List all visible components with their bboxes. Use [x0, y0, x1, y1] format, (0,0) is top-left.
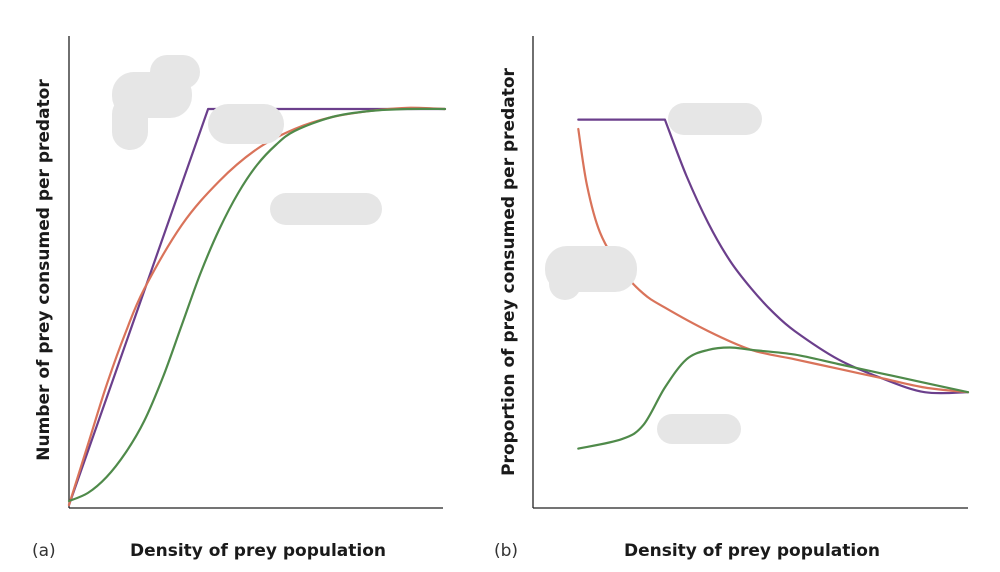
panel-a-redacted-label-type1 [112, 55, 200, 150]
panel-b-x-axis-label: Density of prey population [624, 541, 880, 561]
panel-a-y-axis-label: Number of prey consumed per predator [34, 79, 54, 461]
panel-a-x-axis-label: Density of prey population [130, 541, 386, 561]
panel-b-type-ii-curve [577, 127, 970, 394]
panel-a-label: (a) [32, 541, 56, 561]
panel-b-redacted-label-type1 [668, 103, 762, 135]
panel-b-type-iii-curve [577, 346, 970, 450]
panel-b-label: (b) [494, 541, 518, 561]
panel-b-type-i-curve [577, 118, 970, 395]
panel-b-redacted-label-type2 [545, 246, 637, 300]
panel-a-redacted-label-type2 [208, 104, 284, 144]
panel-a: Number of prey consumed per predator Den… [32, 36, 447, 561]
panel-b: Proportion of prey consumed per predator… [494, 36, 970, 561]
panel-b-redacted-label-type3 [657, 414, 741, 444]
panel-a-redacted-label-type3 [270, 193, 382, 225]
panel-a-type-i-curve [67, 107, 447, 507]
panel-b-y-axis-label: Proportion of prey consumed per predator [499, 67, 519, 475]
panel-a-type-ii-curve [67, 106, 447, 507]
panel-a-type-iii-curve [67, 107, 447, 503]
panel-a-curves [67, 106, 447, 507]
panel-b-curves [577, 118, 970, 450]
